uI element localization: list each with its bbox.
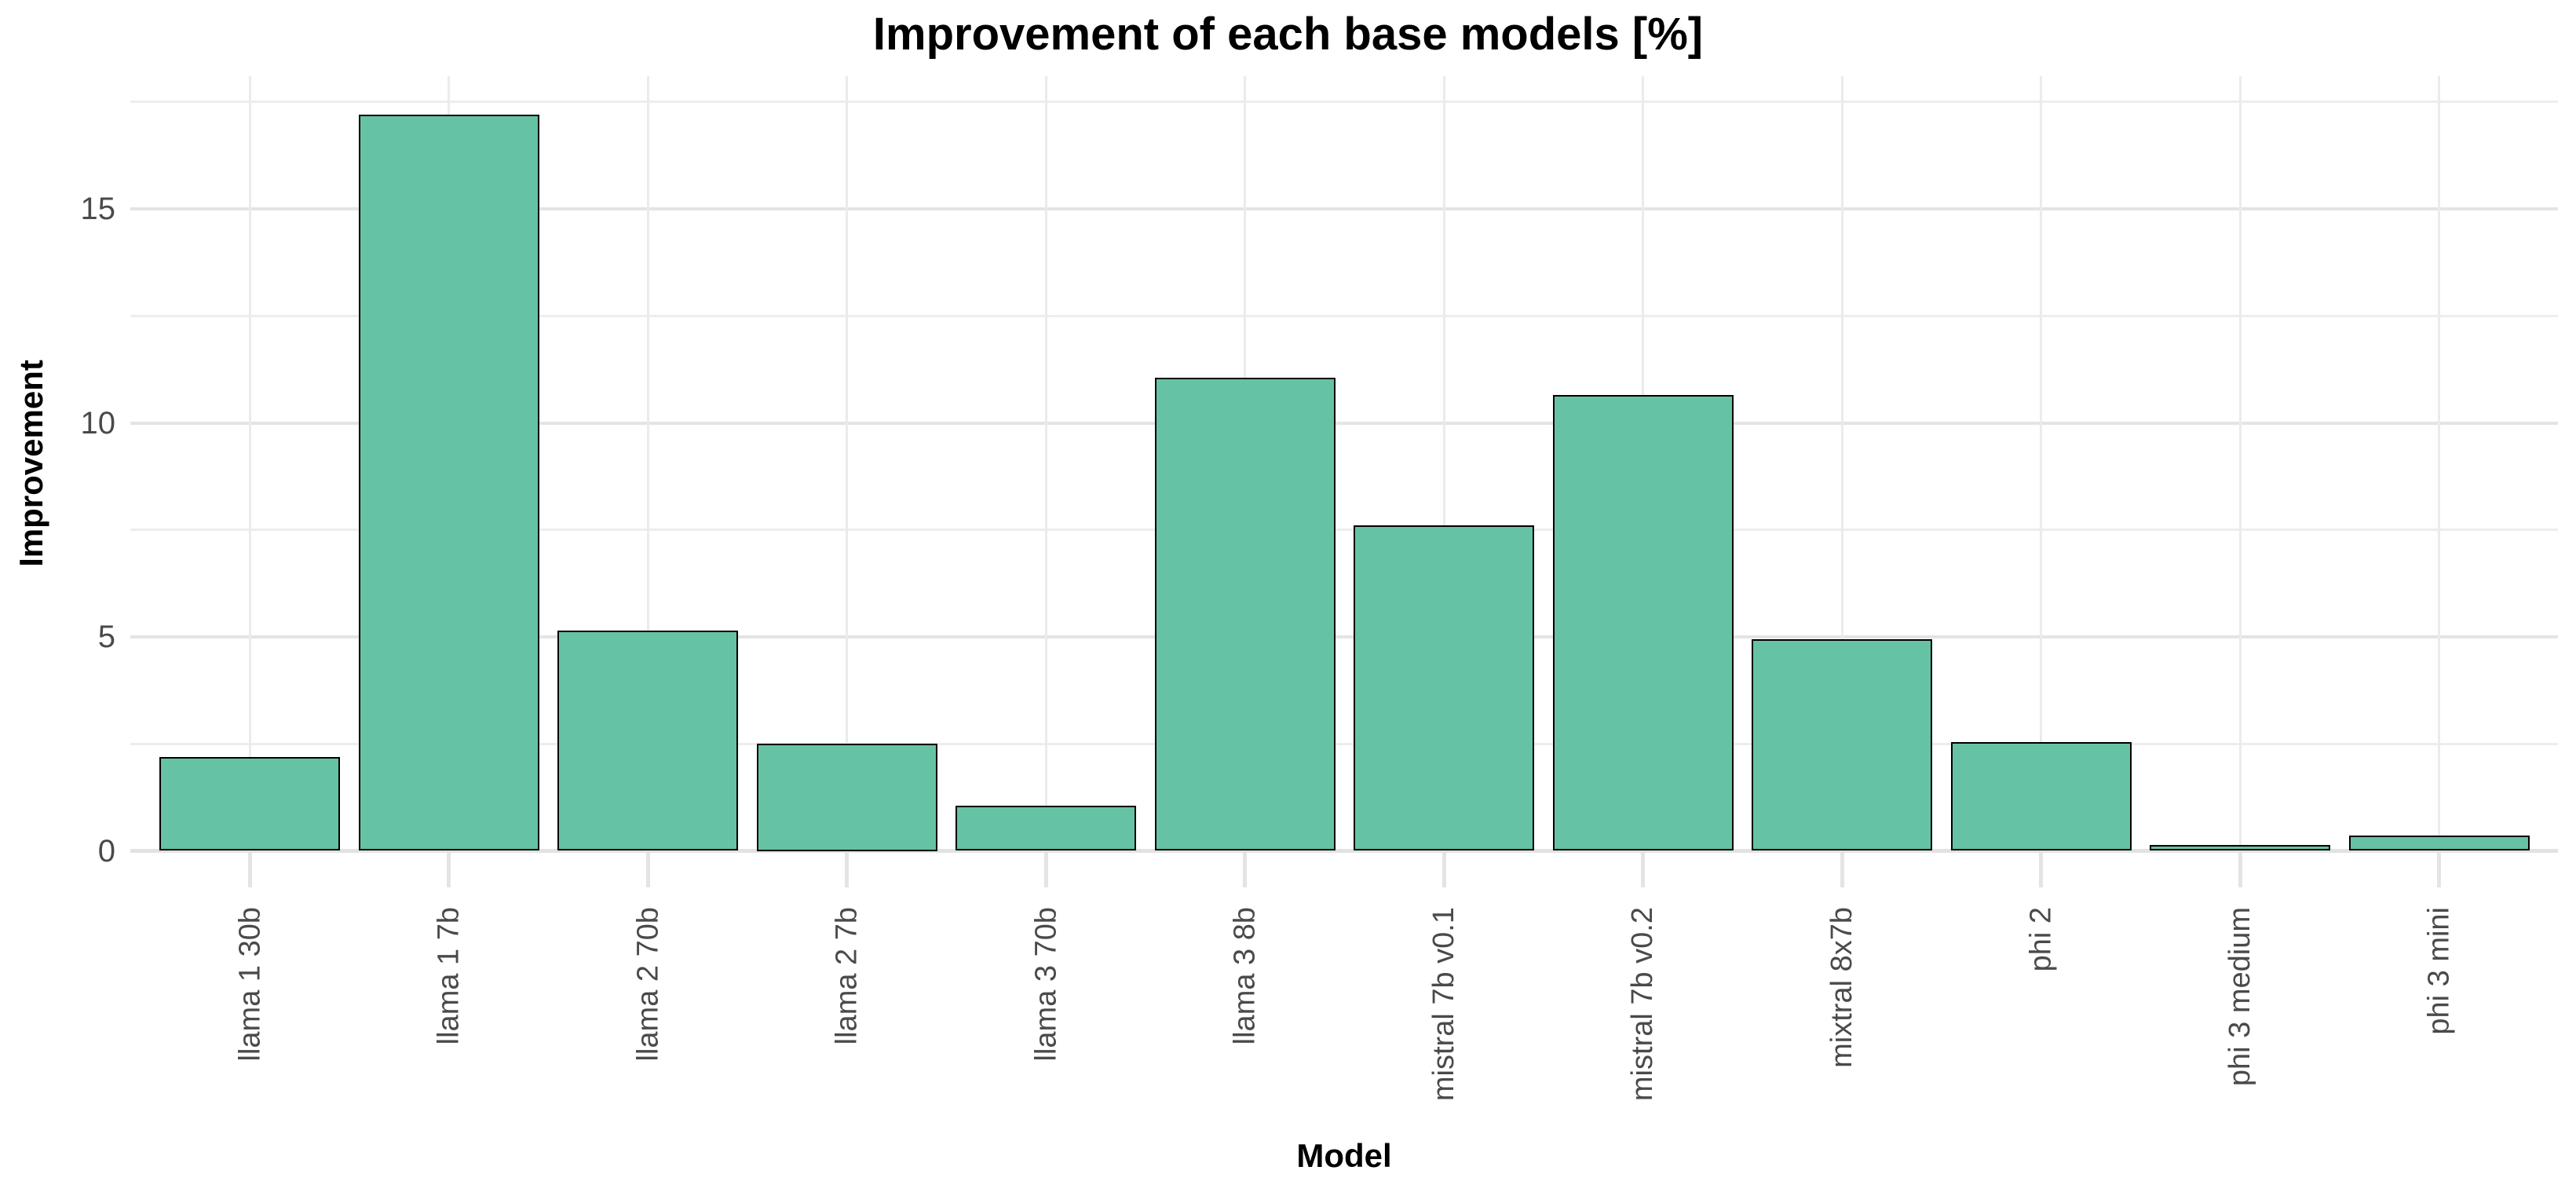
gridline-major	[130, 421, 2558, 425]
bar-phi-2	[1950, 741, 2132, 851]
x-tick-label-text: phi 3 medium	[2223, 907, 2256, 1087]
x-tick-mark	[2238, 853, 2242, 887]
gridline-vertical	[2238, 76, 2242, 851]
y-tick-label: 15	[80, 192, 116, 226]
y-axis-title-text: Improvement	[13, 360, 49, 567]
gridline-vertical	[1044, 76, 1047, 851]
bar-llama-1-30b	[159, 756, 340, 851]
x-tick-mark	[1043, 853, 1048, 887]
gridline-vertical	[1442, 76, 1445, 851]
bar-llama-2-7b	[756, 744, 937, 851]
y-tick-label: 10	[80, 405, 116, 441]
gridline-minor	[130, 101, 2558, 104]
gridline-major	[130, 635, 2558, 638]
y-tick-label: 0	[97, 833, 115, 869]
x-tick-label-text: phi 2	[2024, 907, 2058, 972]
gridline-vertical	[2040, 76, 2042, 851]
x-tick-label-text: llama 2 7b	[830, 907, 864, 1045]
x-tick-label-text: llama 3 8b	[1228, 907, 1262, 1045]
x-tick-mark	[2039, 853, 2043, 887]
x-tick-mark	[1641, 853, 1645, 887]
gridline-vertical	[248, 76, 251, 851]
x-tick-mark	[1840, 853, 1844, 887]
x-tick-label-text: llama 2 70b	[631, 907, 664, 1062]
gridline-minor	[130, 314, 2558, 317]
gridline-minor	[130, 528, 2558, 532]
gridline-vertical	[646, 76, 649, 851]
x-tick-label-text: mistral 7b v0.1	[1427, 907, 1460, 1102]
x-tick-label-text: mistral 7b v0.2	[1626, 907, 1660, 1102]
bar-phi-3-mini	[2348, 836, 2530, 851]
x-axis-line	[130, 849, 2558, 853]
x-tick-label-text: mixtral 8x7b	[1825, 907, 1858, 1068]
x-tick-label-text: llama 1 30b	[233, 907, 266, 1062]
bar-mistral-7b-v0.1	[1354, 525, 1534, 851]
x-axis-title: Model	[1296, 1137, 1392, 1174]
x-tick-mark	[845, 853, 849, 887]
bar-llama-3-70b	[955, 806, 1136, 851]
bar-mistral-7b-v0.2	[1552, 395, 1734, 851]
chart-title: Improvement of each base models [%]	[872, 9, 1704, 60]
gridline-vertical	[2438, 76, 2440, 851]
x-tick-mark	[1441, 853, 1446, 887]
x-tick-mark	[247, 853, 252, 887]
x-tick-mark	[1243, 853, 1247, 887]
bar-llama-1-7b	[358, 115, 539, 851]
gridline-vertical	[1840, 76, 1843, 851]
gridline-major	[130, 207, 2558, 210]
x-tick-label-text: llama 1 7b	[432, 907, 466, 1045]
gridline-minor	[130, 742, 2558, 745]
x-tick-mark	[2437, 853, 2441, 887]
bar-llama-2-70b	[557, 630, 738, 851]
bar-llama-3-8b	[1154, 378, 1336, 851]
y-tick-label: 5	[97, 620, 115, 654]
x-tick-mark	[645, 853, 650, 887]
x-tick-mark	[447, 853, 451, 887]
bar-mixtral-8x7b	[1752, 638, 1932, 851]
bar-phi-3-medium	[2150, 845, 2330, 851]
gridline-vertical	[846, 76, 848, 851]
x-tick-label-text: llama 3 70b	[1029, 907, 1062, 1062]
x-tick-label-text: phi 3 mini	[2422, 907, 2456, 1035]
